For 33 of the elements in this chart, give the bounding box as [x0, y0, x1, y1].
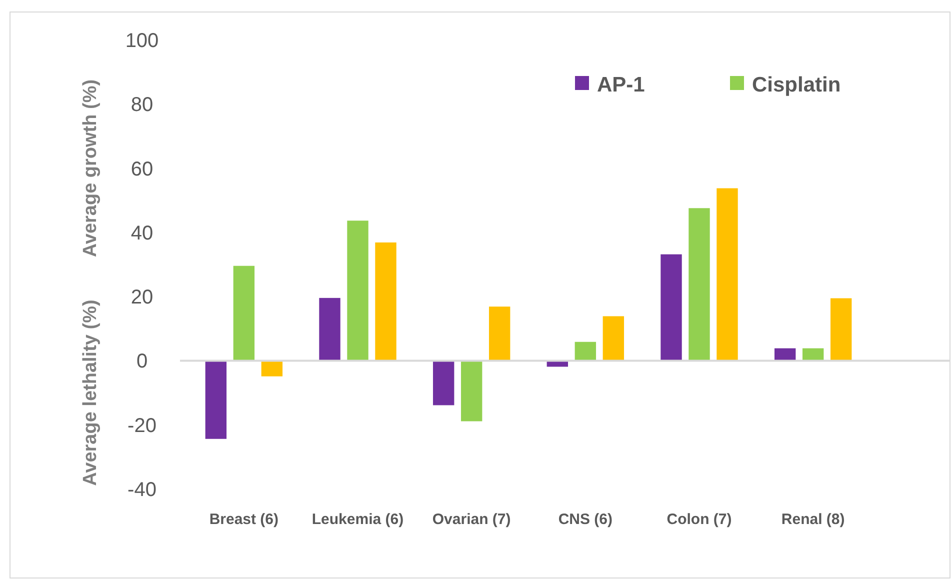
bar: [232, 265, 256, 362]
bar: [488, 306, 511, 362]
bar: [460, 360, 483, 422]
x-tick-label: CNS (6): [558, 511, 613, 528]
bar: [432, 360, 455, 406]
x-tick-label: Colon (7): [666, 511, 732, 528]
bar: [716, 187, 739, 362]
bar: [574, 341, 597, 362]
bar: [830, 297, 852, 362]
bar: [374, 242, 398, 362]
y-tick-label: -20: [128, 414, 156, 437]
y-tick-label: 80: [130, 94, 154, 116]
x-tick-label: Leukemia (6): [312, 511, 404, 528]
y-tick-label: -40: [128, 479, 156, 501]
legend-label: AP-1: [597, 73, 646, 96]
y-tick-label: 40: [130, 222, 154, 244]
legend-label: Cisplatin: [752, 73, 841, 96]
bar: [260, 360, 284, 378]
bar: [660, 254, 683, 362]
y-tick-label: 60: [130, 158, 154, 180]
x-tick-label: Breast (6): [209, 511, 279, 528]
y-tick-label: 100: [125, 30, 159, 52]
x-tick-label: Ovarian (7): [432, 511, 511, 528]
bar: [688, 207, 711, 362]
bar: [346, 220, 370, 362]
bar: [204, 360, 228, 440]
x-tick-label: Renal (8): [781, 511, 845, 528]
bar: [318, 297, 342, 362]
y-tick-label: 20: [130, 286, 154, 309]
y-axis-title: Average growth (%): [80, 79, 101, 258]
text: Average lethality (%): [80, 300, 101, 486]
bar: [602, 315, 625, 362]
y-tick-label: 0: [136, 350, 148, 373]
